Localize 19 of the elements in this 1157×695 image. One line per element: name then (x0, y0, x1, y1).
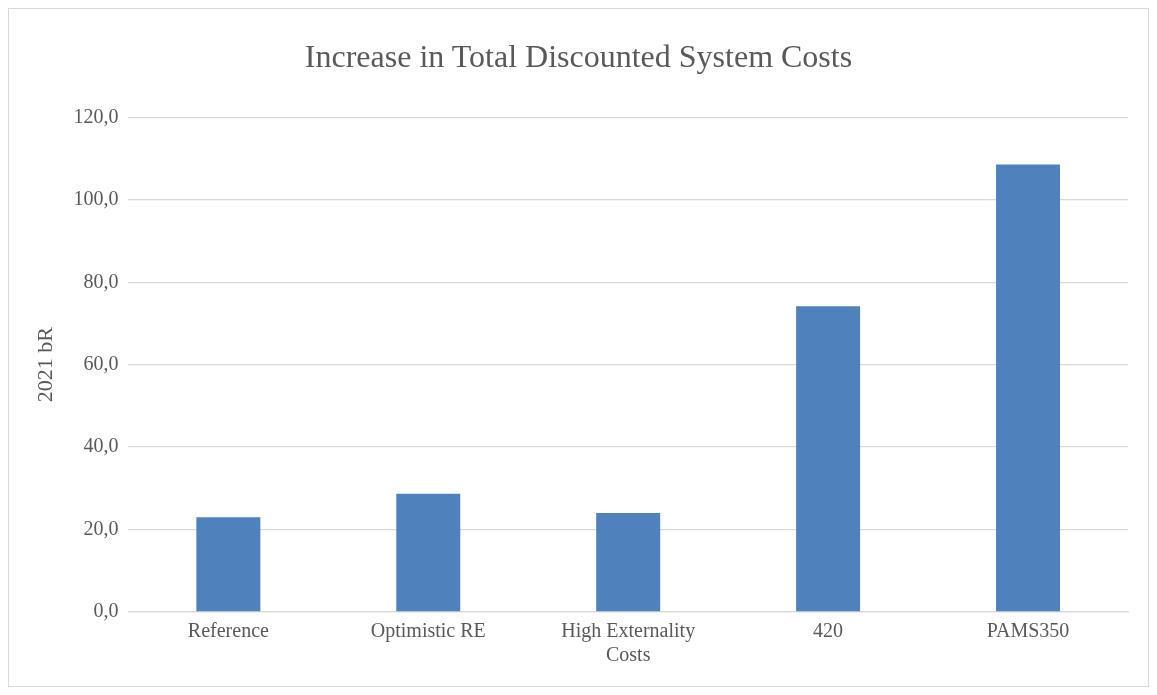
y-tick-label: 60,0 (83, 351, 119, 374)
bar (396, 493, 461, 612)
y-axis-title: 2021 bR (31, 326, 57, 403)
x-tick-label: Optimistic RE (370, 619, 486, 643)
y-tick-label: 100,0 (73, 187, 119, 210)
y-tick-label: 40,0 (83, 434, 119, 457)
chart-title: Increase in Total Discounted System Costs (304, 37, 853, 74)
bar (996, 164, 1061, 612)
x-tick-label: Reference (187, 619, 269, 642)
bar (196, 517, 261, 612)
x-tick-label: High Externality Costs (561, 619, 696, 666)
x-tick-label: 420 (813, 619, 844, 642)
y-tick-label: 80,0 (83, 269, 119, 292)
x-tick-label: PAMS350 (986, 619, 1070, 642)
bar (596, 513, 661, 612)
y-tick-label: 20,0 (83, 516, 119, 539)
y-tick-label: 120,0 (73, 104, 119, 127)
y-tick-label: 0,0 (93, 599, 119, 622)
bar (796, 306, 861, 612)
